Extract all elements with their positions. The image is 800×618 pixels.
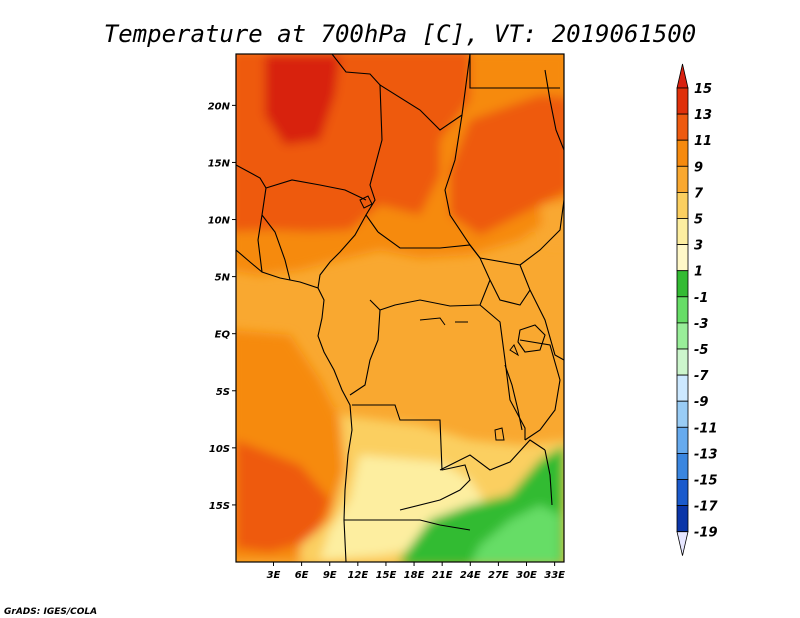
border-angola bbox=[352, 404, 471, 511]
field-band-minus1c-southeast bbox=[471, 505, 560, 562]
colorbar-segment bbox=[676, 296, 689, 324]
colorbar-segment bbox=[676, 139, 689, 167]
border-zambia bbox=[439, 439, 546, 471]
border-tanzania bbox=[519, 339, 561, 441]
coastline-west bbox=[236, 249, 353, 562]
red-sea-coast bbox=[544, 69, 564, 151]
lon-tick-label: 30E bbox=[516, 570, 537, 581]
lon-tick-label: 27E bbox=[488, 570, 509, 581]
border-niger-chad bbox=[365, 84, 383, 233]
field-band-15c-core bbox=[265, 55, 340, 145]
colorbar-bottom-arrow bbox=[676, 531, 689, 556]
map-frame bbox=[235, 53, 565, 563]
lake-mweru bbox=[494, 427, 505, 441]
border-nigeria-cameroon bbox=[317, 214, 367, 289]
colorbar-label: 13 bbox=[694, 108, 712, 123]
colorbar-label: 1 bbox=[694, 265, 703, 280]
lake-victoria bbox=[517, 324, 546, 353]
colorbar-segment bbox=[676, 452, 689, 480]
colorbar-label: 3 bbox=[694, 239, 703, 254]
colorbar: 15 13 11 9 7 5 3 1 -1 -3 -5 -7 -9 -11 -13 -15 -17 -19 bbox=[676, 63, 718, 556]
small-lakes bbox=[359, 195, 520, 441]
colorbar-label: -9 bbox=[694, 395, 708, 410]
border-drc-east bbox=[479, 304, 526, 440]
colorbar-label: -7 bbox=[694, 369, 709, 384]
lake-congo-1 bbox=[419, 317, 446, 326]
lon-tick-label: 12E bbox=[347, 570, 368, 581]
colorbar-segment bbox=[676, 270, 689, 298]
colorbar-label: -1 bbox=[694, 291, 708, 306]
lat-tick-label: 10S bbox=[209, 444, 230, 455]
colorbar-label: -15 bbox=[694, 474, 718, 489]
border-ghana-togo bbox=[261, 214, 291, 281]
lon-tick-label: 6E bbox=[295, 570, 309, 581]
country-borders bbox=[236, 54, 564, 562]
colorbar-top-arrow bbox=[676, 63, 689, 89]
grads-credit: GrADS: IGES/COLA bbox=[4, 607, 97, 617]
border-south-sudan bbox=[479, 257, 531, 306]
colorbar-label: 15 bbox=[694, 82, 712, 97]
lat-tick-label: 10N bbox=[208, 216, 231, 227]
colorbar-segment bbox=[676, 426, 689, 454]
border-kenya bbox=[529, 289, 564, 361]
field-band-13c-ocean bbox=[236, 440, 330, 552]
border-car bbox=[369, 231, 491, 311]
border-namibia bbox=[344, 519, 471, 531]
colorbar-segment bbox=[676, 244, 689, 272]
lat-tick-label: 5S bbox=[216, 387, 230, 398]
lat-tick-label: 20N bbox=[208, 101, 231, 112]
colorbar-segment bbox=[676, 479, 689, 507]
border-libya-egypt bbox=[469, 54, 560, 89]
colorbar-segment bbox=[676, 165, 689, 193]
border-congo-drc bbox=[349, 309, 381, 396]
temperature-field bbox=[236, 54, 564, 562]
colorbar-segment bbox=[676, 348, 689, 376]
colorbar-segment bbox=[676, 191, 689, 219]
colorbar-label: 9 bbox=[694, 160, 703, 175]
longitude-axis: 3E 6E 9E 12E 15E 18E 21E 24E 27E 30E 33E bbox=[267, 562, 565, 581]
border-west-africa bbox=[236, 164, 267, 273]
colorbar-label: 5 bbox=[694, 213, 703, 228]
map-plot-area bbox=[236, 54, 564, 562]
colorbar-label: 11 bbox=[694, 134, 712, 149]
colorbar-segment bbox=[676, 322, 689, 350]
lon-tick-label: 33E bbox=[544, 570, 565, 581]
lon-tick-label: 24E bbox=[460, 570, 481, 581]
lake-kivu bbox=[509, 344, 520, 357]
lake-malawi bbox=[544, 449, 553, 506]
colorbar-segment bbox=[676, 87, 689, 115]
border-niger-nigeria bbox=[265, 179, 367, 201]
colorbar-label: -13 bbox=[694, 447, 718, 462]
colorbar-segment bbox=[676, 113, 689, 141]
colorbar-label: -11 bbox=[694, 421, 718, 436]
lon-tick-label: 15E bbox=[376, 570, 397, 581]
lon-tick-label: 21E bbox=[432, 570, 453, 581]
colorbar-label: -5 bbox=[694, 343, 708, 358]
colorbar-segment bbox=[676, 374, 689, 402]
colorbar-label: -19 bbox=[694, 526, 718, 541]
lon-tick-label: 3E bbox=[267, 570, 281, 581]
border-north-algeria bbox=[331, 54, 471, 131]
colorbar-segment bbox=[676, 218, 689, 246]
lon-tick-label: 9E bbox=[323, 570, 337, 581]
latitude-axis: 20N 15N 10N 5N EQ 5S 10S 15S bbox=[208, 101, 236, 512]
border-ethiopia bbox=[519, 199, 564, 266]
field-band-9c-patch bbox=[540, 201, 564, 245]
lake-chad bbox=[359, 195, 373, 209]
colorbar-segment bbox=[676, 505, 689, 533]
lat-tick-label: 15S bbox=[209, 501, 230, 512]
colorbar-label: 7 bbox=[694, 186, 704, 201]
lake-tanganyika bbox=[504, 364, 523, 431]
lat-tick-label: 5N bbox=[215, 273, 231, 284]
colorbar-label: -3 bbox=[694, 317, 708, 332]
lat-tick-label: EQ bbox=[215, 330, 231, 341]
lat-tick-label: 15N bbox=[208, 158, 231, 169]
chart-title: Temperature at 700hPa [C], VT: 201906150… bbox=[104, 20, 696, 48]
colorbar-label: -17 bbox=[694, 500, 718, 515]
lon-tick-label: 18E bbox=[404, 570, 425, 581]
colorbar-segment bbox=[676, 400, 689, 428]
field-band-13c-east bbox=[450, 95, 564, 235]
